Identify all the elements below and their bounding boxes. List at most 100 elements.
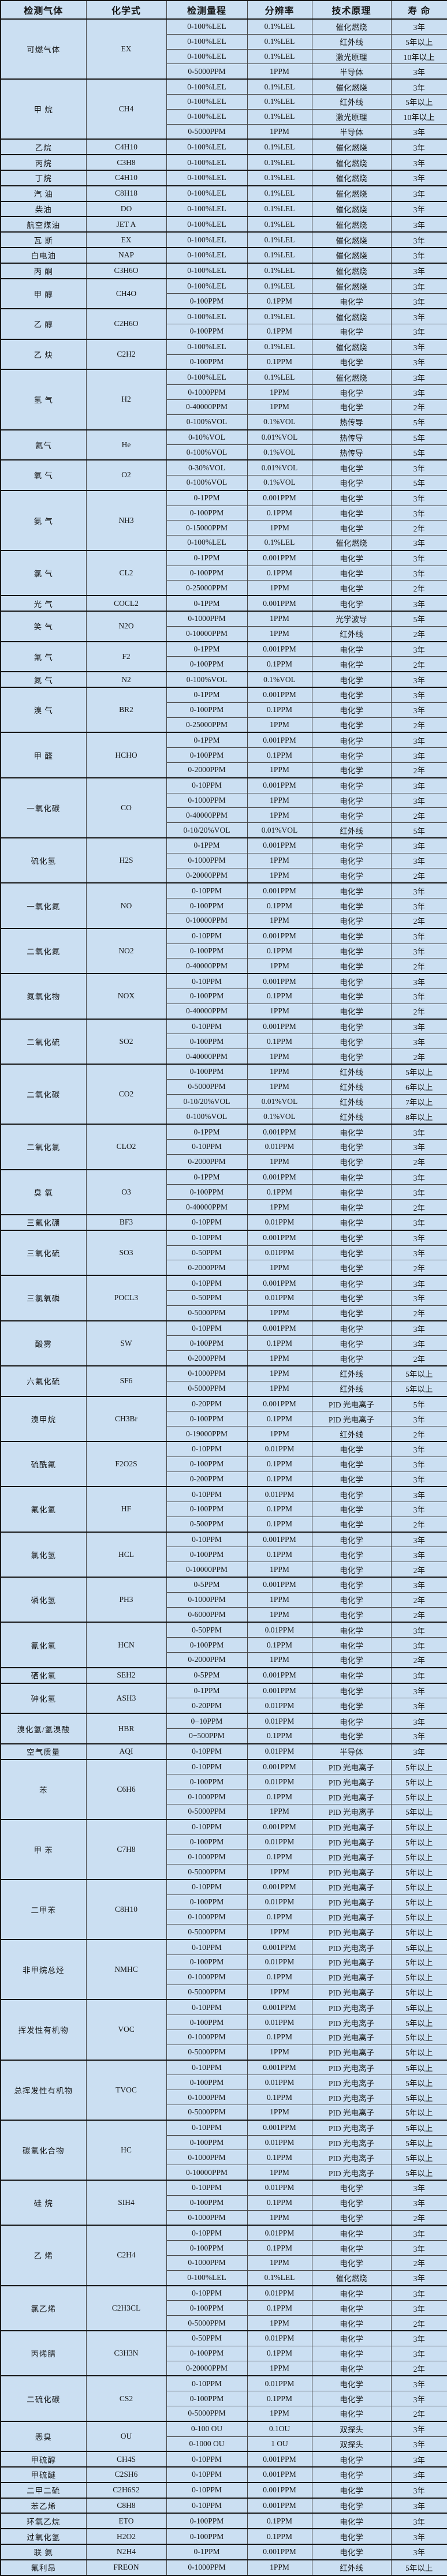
lifespan-cell: 2年 [390, 958, 447, 974]
lifespan-cell: 3年 [390, 2225, 447, 2241]
resolution-cell: 1PPM [247, 1607, 312, 1623]
resolution-cell: 0.1PPM [247, 1502, 312, 1517]
lifespan-cell: 3年 [390, 78, 447, 95]
lifespan-cell: 5年以上 [390, 2119, 447, 2136]
lifespan-cell: 3年 [390, 1184, 447, 1200]
lifespan-cell: 5年以上 [390, 1924, 447, 1940]
principle-cell: 电化学 [311, 565, 392, 581]
table-row: 0-100%VOL 0.1%VOL 红外线 8年以上 [1, 1109, 447, 1125]
lifespan-cell: 3年 [390, 2436, 447, 2452]
range-cell: 0-1000 OU [166, 2436, 248, 2452]
range-cell: 0-100PPM [166, 1335, 248, 1351]
range-cell: 0-100PPM [166, 354, 248, 370]
table-row: 甲 醛 HCHO 0-1PPM 0.001PPM 电化学 3年 [0, 732, 447, 778]
lifespan-cell: 3年 [390, 2375, 447, 2392]
gas-name-cell: 甲 醛 [0, 732, 87, 778]
table-row: 乙 炔 C2H2 0-100%LEL 0.1%LEL 催化燃烧 3年 [0, 338, 447, 370]
resolution-cell: 0.01PPM [247, 1139, 312, 1155]
table-row: 0-1000PPM 1PPM 电化学 2年 [1, 1592, 447, 1608]
principle-cell: 红外线 [311, 822, 392, 838]
principle-cell: PID 光电离子 [311, 1789, 392, 1805]
principle-cell: PID 光电离子 [311, 1939, 392, 1956]
formula-cell: CO2 [85, 1063, 167, 1125]
resolution-cell: 0.001PPM [247, 1577, 312, 1593]
lifespan-cell: 3年 [390, 2330, 447, 2346]
range-cell: 0-10000PPM [166, 626, 248, 642]
principle-cell: 电化学 [311, 2544, 392, 2560]
lifespan-cell: 3年 [390, 246, 447, 264]
lifespan-cell: 3年 [390, 1698, 447, 1714]
resolution-cell: 0.001PPM [247, 1018, 312, 1035]
resolution-cell: 0.1%LEL [247, 278, 312, 294]
table-row: 0-100%LEL 0.1%LEL 激光原理 10年以上 [1, 48, 447, 65]
principle-cell: 催化燃烧 [311, 185, 392, 202]
lifespan-cell: 5年以上 [390, 1834, 447, 1850]
lifespan-cell: 3年 [390, 1411, 447, 1427]
range-cell: 0-10PPM [166, 1440, 248, 1457]
range-cell: 0-10PPM [166, 1229, 248, 1246]
range-cell: 0-1000PPM [166, 2150, 248, 2166]
formula-cell: C6H6 [85, 1758, 167, 1820]
principle-cell: 双探头 [311, 2420, 392, 2437]
principle-cell: 电化学 [311, 1713, 392, 1729]
resolution-cell: 0.01PPM [247, 1774, 312, 1790]
lifespan-cell: 5年 [390, 611, 447, 627]
lifespan-cell: 3年 [390, 216, 447, 233]
range-cell: 0-40000PPM [166, 1003, 248, 1020]
lifespan-cell: 5年以上 [390, 33, 447, 50]
table-row: 三氧化硫 SO3 0-10PPM 0.001PPM 电化学 3年 [0, 1229, 447, 1276]
lifespan-cell: 5年以上 [390, 1774, 447, 1790]
resolution-cell: 0.001PPM [247, 1124, 312, 1140]
lifespan-cell: 3年 [390, 1290, 447, 1306]
principle-cell: 电化学 [311, 489, 392, 506]
lifespan-cell: 3年 [390, 2497, 447, 2514]
resolution-cell: 0.1PPM [247, 565, 312, 581]
table-row: 0-20000PPM 1PPM 电化学 2年 [1, 867, 447, 883]
table-row: 0-5000PPM 1PPM PID 光电离子 5年以上 [1, 2044, 447, 2061]
principle-cell: 电化学 [311, 867, 392, 883]
principle-cell: PID 光电离子 [311, 1864, 392, 1880]
range-cell: 0-40000PPM [166, 1199, 248, 1215]
lifespan-cell: 3年 [390, 943, 447, 959]
table-row: 0-1000PPM 0.1PPM PID 光电离子 5年以上 [1, 2150, 447, 2166]
gas-name-cell: 二氧化氯 [0, 1124, 87, 1170]
table-row: 0-5000PPM 1PPM 电化学 2年 [1, 2405, 447, 2422]
lifespan-cell: 3年 [390, 200, 447, 217]
resolution-cell: 0.1PPM [247, 2090, 312, 2105]
principle-cell: 电化学 [311, 1003, 392, 1020]
table-row: 0-100PPM 0.1PPM 电化学 3年 [1, 747, 447, 763]
resolution-cell: 0.01PPM [247, 2075, 312, 2091]
lifespan-cell: 10年以上 [390, 108, 447, 125]
gas-name-cell: 笑 气 [0, 611, 87, 642]
table-row: 0-100PPM 0.1PPM 电化学 3年 [1, 505, 447, 521]
table-row: 0-5000PPM 1PPM PID 光电离子 5年以上 [1, 2104, 447, 2121]
table-row: 氢 气 H2 0-100%LEL 0.1%LEL 催化燃烧 3年 [0, 369, 447, 430]
table-row: 0-19000PPM 1PPM 红外线 2年 [1, 1426, 447, 1442]
table-row: 0-100PPM 0.1PPM 电化学 3年 [1, 323, 447, 340]
principle-cell: 红外线 [311, 1109, 392, 1125]
range-cell: 0-100PPM [166, 1184, 248, 1200]
resolution-cell: 1PPM [247, 792, 312, 808]
range-cell: 0-5PPM [166, 1577, 248, 1593]
table-row: 甲 醇 CH4O 0-100%LEL 0.1%LEL 催化燃烧 3年 [0, 278, 447, 309]
gas-name-cell: 二氧化硫 [0, 1018, 87, 1065]
table-row: 0−500PPM 0.1PPM 电化学 3年 [1, 1728, 447, 1744]
header-row: 检测气体 化学式 检测量程 分辨率 技术原理寿 命 [0, 0, 447, 20]
resolution-cell: 0.01%VOL [247, 1094, 312, 1110]
lifespan-cell: 8年以上 [390, 1109, 447, 1125]
range-cell: 0-1000PPM [166, 1365, 248, 1381]
principle-cell: PID 光电离子 [311, 1849, 392, 1865]
gas-name-cell: 苯 [0, 1758, 87, 1820]
table-row: 0-40000PPM 1PPM 电化学 2年 [1, 1049, 447, 1065]
gas-name-cell: 氟化氢 [0, 1486, 87, 1533]
table-row: 过氧化氢 H2O2 0-100PPM 0.1PPM 电化学 3年 [0, 2528, 447, 2545]
range-cell: 0-100%LEL [166, 308, 248, 324]
principle-cell: 电化学 [311, 1229, 392, 1246]
formula-cell: HCHO [85, 732, 167, 778]
formula-cell: PH3 [85, 1577, 167, 1623]
lifespan-cell: 3年 [390, 777, 447, 793]
lifespan-cell: 3年 [390, 63, 447, 80]
range-cell: 0-100%LEL [166, 185, 248, 202]
resolution-cell: 0.001PPM [247, 489, 312, 506]
table-row: 0-40000PPM 1PPM 电化学 2年 [1, 399, 447, 415]
